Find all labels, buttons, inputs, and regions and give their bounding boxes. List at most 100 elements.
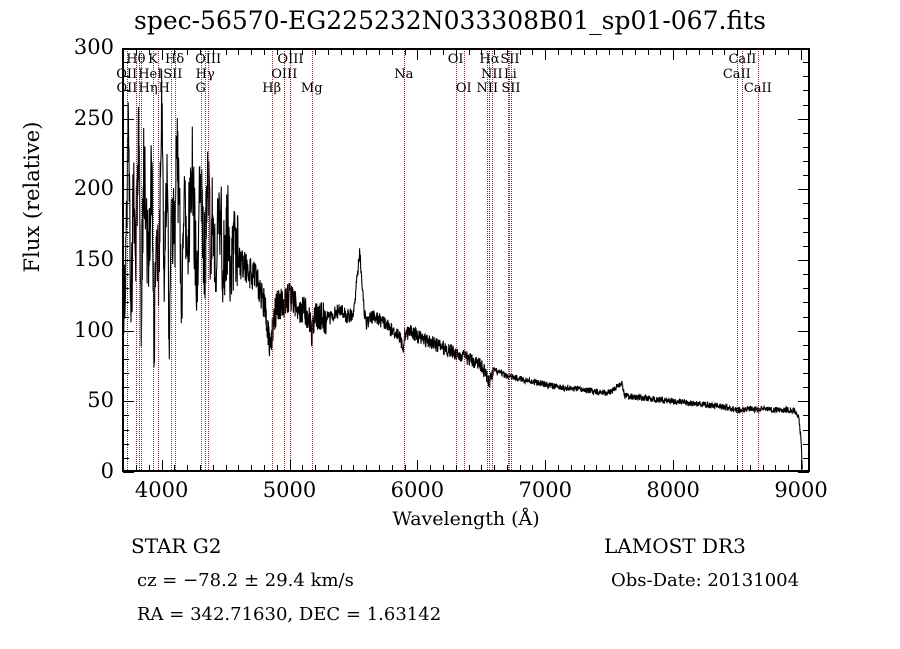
ytick-210	[123, 175, 129, 176]
xtick-4000	[162, 460, 163, 471]
xtick-top-8900	[788, 49, 789, 55]
xtick-8200	[699, 465, 700, 471]
xtick-top-7500	[609, 49, 610, 55]
xtick-top-8500	[737, 49, 738, 55]
xtick-8800	[775, 465, 776, 471]
xtick-5900	[405, 465, 406, 471]
spectral-line-K-5	[153, 48, 155, 472]
xtick-4300	[200, 465, 201, 471]
spectral-line-OI-17	[455, 48, 457, 472]
xtick-7200	[571, 465, 572, 471]
line-label-SII-24: SII	[501, 81, 521, 96]
spectral-line-CaII-27	[757, 48, 759, 472]
xtick-8600	[750, 465, 751, 471]
ytick-10	[123, 458, 129, 459]
ytick-right-160	[803, 246, 809, 247]
spectral-line-Mg-15	[311, 48, 313, 472]
spectral-line-CaII-26	[742, 48, 744, 472]
xtick-7300	[584, 465, 585, 471]
xtick-9000	[801, 460, 802, 471]
xtick-top-4400	[213, 49, 214, 55]
x-tick-label-4000: 4000	[134, 478, 189, 502]
line-label-H-20: Hα	[479, 52, 500, 67]
x-tick-label-5000: 5000	[262, 478, 317, 502]
ytick-right-300	[798, 48, 809, 49]
xtick-top-4300	[200, 49, 201, 55]
xtick-6800	[520, 465, 521, 471]
xtick-7500	[609, 465, 610, 471]
line-label-CaII-25: CaII	[722, 67, 751, 82]
spectral-line-SII-23	[508, 48, 510, 472]
xtick-top-8200	[699, 49, 700, 55]
ytick-120	[123, 302, 129, 303]
xtick-top-6900	[532, 49, 533, 55]
spectral-line-H-20	[489, 48, 491, 472]
line-label-OI-18: OI	[455, 81, 472, 96]
xtick-top-6600	[494, 49, 495, 55]
ytick-220	[123, 161, 129, 162]
spectral-line-SII-24	[510, 48, 512, 472]
ytick-290	[123, 62, 129, 63]
ytick-right-190	[803, 203, 809, 204]
xtick-3900	[149, 465, 150, 471]
xtick-top-4700	[251, 49, 252, 55]
xtick-5700	[379, 465, 380, 471]
ytick-right-20	[803, 444, 809, 445]
xtick-6600	[494, 465, 495, 471]
ytick-150	[123, 260, 134, 261]
x-tick-label-6000: 6000	[390, 478, 445, 502]
xtick-top-5100	[302, 49, 303, 55]
xtick-5500	[353, 465, 354, 471]
xtick-top-5600	[366, 49, 367, 55]
xtick-top-4800	[264, 49, 265, 55]
xtick-6100	[430, 465, 431, 471]
ytick-right-50	[798, 401, 809, 402]
xtick-top-4600	[238, 49, 239, 55]
spectral-line-H-12	[271, 48, 273, 472]
ytick-240	[123, 133, 129, 134]
xtick-top-5200	[315, 49, 316, 55]
line-label-H-2: Hθ	[126, 52, 146, 67]
xtick-top-9000	[801, 49, 802, 60]
xtick-top-4200	[187, 49, 188, 55]
line-label-Li-22: Li	[503, 67, 517, 82]
xtick-top-5500	[353, 49, 354, 55]
xtick-5300	[328, 465, 329, 471]
ytick-250	[123, 119, 134, 120]
xtick-8400	[724, 465, 725, 471]
xtick-4100	[174, 465, 175, 471]
line-label-OII-1: OII	[116, 81, 138, 96]
ytick-80	[123, 359, 129, 360]
xtick-top-8600	[750, 49, 751, 55]
ytick-180	[123, 218, 129, 219]
line-label-G-9: G	[195, 81, 206, 96]
ytick-230	[123, 147, 129, 148]
xtick-8900	[788, 465, 789, 471]
figure-title: spec-56570-EG225232N033308B01_sp01-067.f…	[133, 6, 766, 35]
ytick-right-60	[803, 387, 809, 388]
xtick-4800	[264, 465, 265, 471]
xtick-6200	[443, 465, 444, 471]
line-label-Na-16: Na	[394, 67, 414, 82]
xtick-top-7300	[584, 49, 585, 55]
y-tick-label-250: 250	[73, 105, 114, 130]
ytick-20	[123, 444, 129, 445]
xtick-7900	[660, 465, 661, 471]
xtick-top-6100	[430, 49, 431, 55]
y-axis-label: Flux (relative)	[20, 121, 44, 273]
line-label-Mg-15: Mg	[300, 81, 323, 96]
xtick-4900	[277, 465, 278, 471]
xtick-top-6700	[507, 49, 508, 55]
xtick-top-7900	[660, 49, 661, 55]
ytick-170	[123, 232, 129, 233]
xtick-top-5900	[405, 49, 406, 55]
xtick-top-8000	[673, 49, 674, 60]
xtick-4500	[226, 465, 227, 471]
xtick-top-5700	[379, 49, 380, 55]
ytick-260	[123, 105, 129, 106]
xtick-top-6200	[443, 49, 444, 55]
y-tick-label-300: 300	[73, 35, 114, 59]
spectral-line-OIII-13	[284, 48, 286, 472]
ytick-right-250	[798, 119, 809, 120]
object-type-label: STAR G2	[131, 534, 222, 558]
